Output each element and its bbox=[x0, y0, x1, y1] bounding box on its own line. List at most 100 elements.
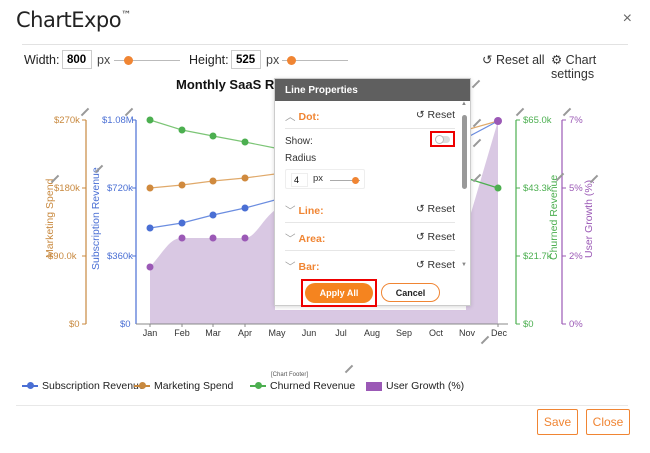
width-unit: px bbox=[97, 53, 111, 67]
radius-label: Radius bbox=[285, 153, 317, 164]
height-input[interactable] bbox=[231, 50, 261, 69]
marketing-tick: $90.0k bbox=[48, 251, 77, 262]
save-button[interactable]: Save bbox=[537, 409, 578, 435]
growth-tick: 5% bbox=[569, 183, 583, 194]
marketing-spend-line bbox=[149, 173, 276, 189]
toolbar: Width: px Height: px ↺ Reset all ⚙ Chart… bbox=[24, 50, 630, 81]
x-tick: Jun bbox=[301, 328, 317, 338]
churned-revenue-line bbox=[149, 119, 276, 149]
cancel-button[interactable]: Cancel bbox=[381, 283, 440, 302]
edit-pencil-icon[interactable] bbox=[480, 335, 490, 345]
area-reset-button[interactable]: ↺ Reset bbox=[415, 231, 455, 243]
show-toggle[interactable] bbox=[435, 135, 450, 144]
line-reset-button[interactable]: ↺ Reset bbox=[415, 203, 455, 215]
area-swatch-icon bbox=[366, 381, 382, 391]
panel-scrollbar[interactable]: ▲ ▼ bbox=[461, 101, 468, 268]
chart-footer[interactable]: [Chart Footer] bbox=[271, 372, 309, 378]
line-properties-panel: Line Properties ︿ Dot: ↺ Reset Show: Radi… bbox=[274, 78, 471, 307]
churned-axis-title[interactable]: Churned Revenue bbox=[548, 174, 560, 260]
bar-section-header[interactable]: ﹀ Bar: ↺ Reset bbox=[285, 259, 455, 273]
growth-tick: 0% bbox=[569, 319, 583, 330]
show-label: Show: bbox=[285, 136, 313, 147]
legend-item-churned[interactable]: Churned Revenue bbox=[250, 380, 355, 392]
line-swatch-icon bbox=[134, 381, 150, 391]
x-tick: Feb bbox=[174, 328, 190, 338]
churned-tick: $43.3k bbox=[523, 183, 552, 194]
marketing-axis-title[interactable]: Marketing Spend bbox=[44, 178, 56, 258]
height-unit: px bbox=[266, 53, 280, 67]
chart-settings-button[interactable]: ⚙ Chart settings bbox=[551, 53, 597, 81]
x-tick: Aug bbox=[363, 328, 381, 338]
chevron-down-icon: ﹀ bbox=[285, 205, 296, 217]
edit-pencil-icon[interactable] bbox=[472, 138, 482, 148]
x-tick: Oct bbox=[428, 328, 444, 338]
area-section-header[interactable]: ﹀ Area: ↺ Reset bbox=[285, 223, 455, 251]
growth-axis-title[interactable]: User Growth (%) bbox=[583, 179, 595, 258]
scroll-up-icon[interactable]: ▲ bbox=[461, 101, 467, 107]
edit-pencil-icon[interactable] bbox=[472, 118, 482, 128]
radius-slider-knob[interactable] bbox=[352, 177, 359, 184]
x-tick: Jul bbox=[335, 328, 347, 338]
edit-pencil-icon[interactable] bbox=[471, 79, 481, 89]
app-title: ChartExpo™ bbox=[16, 8, 131, 32]
line-section-header[interactable]: ﹀ Line: ↺ Reset bbox=[285, 195, 455, 223]
growth-tick: 2% bbox=[569, 251, 583, 262]
width-slider[interactable] bbox=[114, 56, 180, 65]
height-label: Height: bbox=[189, 53, 229, 67]
radius-control: px bbox=[285, 169, 365, 189]
marketing-tick: $270k bbox=[54, 115, 80, 126]
height-slider-knob[interactable] bbox=[287, 56, 296, 65]
subscription-revenue-line bbox=[149, 199, 276, 229]
height-slider[interactable] bbox=[282, 56, 348, 65]
x-tick: May bbox=[268, 328, 286, 338]
dot-reset-button[interactable]: ↺ Reset bbox=[415, 109, 455, 121]
radius-input[interactable] bbox=[291, 173, 308, 187]
churned-tick: $0 bbox=[523, 319, 534, 330]
legend-item-growth[interactable]: User Growth (%) bbox=[366, 380, 464, 392]
edit-pencil-icon[interactable] bbox=[344, 364, 354, 374]
subscription-tick: $360k bbox=[107, 251, 133, 262]
panel-title: Line Properties bbox=[275, 79, 470, 101]
bar-reset-button[interactable]: ↺ Reset bbox=[415, 259, 455, 271]
radius-slider[interactable] bbox=[330, 177, 360, 184]
line-swatch-icon bbox=[250, 381, 266, 391]
growth-tick: 7% bbox=[569, 115, 583, 126]
subscription-tick: $1.08M bbox=[102, 115, 134, 126]
radius-unit: px bbox=[313, 173, 324, 184]
apply-all-button[interactable]: Apply All bbox=[305, 283, 373, 303]
x-tick: Sep bbox=[395, 328, 413, 338]
legend-item-subscription[interactable]: Subscription Revenue bbox=[22, 380, 145, 392]
chevron-down-icon: ﹀ bbox=[285, 261, 296, 273]
scroll-down-icon[interactable]: ▼ bbox=[461, 262, 467, 268]
width-input[interactable] bbox=[62, 50, 92, 69]
apply-all-highlight: Apply All bbox=[301, 279, 377, 307]
x-tick: Jan bbox=[142, 328, 158, 338]
subscription-axis-title[interactable]: Subscription Revenue bbox=[90, 167, 102, 270]
marketing-tick: $180k bbox=[54, 183, 80, 194]
show-toggle-highlight bbox=[430, 131, 455, 147]
edit-pencil-icon[interactable] bbox=[80, 107, 90, 117]
churned-tick: $21.7k bbox=[523, 251, 552, 262]
close-button[interactable]: Close bbox=[586, 409, 630, 435]
chevron-down-icon: ﹀ bbox=[285, 233, 296, 245]
marketing-tick: $0 bbox=[69, 319, 80, 330]
subscription-tick: $720k bbox=[107, 183, 133, 194]
edit-pencil-icon[interactable] bbox=[472, 173, 482, 183]
divider bbox=[22, 44, 628, 45]
width-label: Width: bbox=[24, 53, 60, 67]
x-tick: Nov bbox=[458, 328, 476, 338]
chevron-up-icon: ︿ bbox=[285, 111, 296, 123]
width-slider-knob[interactable] bbox=[124, 56, 133, 65]
scroll-thumb[interactable] bbox=[462, 115, 467, 189]
reset-all-button[interactable]: ↺ Reset all bbox=[482, 53, 545, 67]
subscription-tick: $0 bbox=[120, 319, 131, 330]
x-tick: Mar bbox=[205, 328, 221, 338]
close-icon[interactable]: × bbox=[622, 10, 632, 27]
x-tick: Dec bbox=[490, 328, 508, 338]
legend-item-marketing[interactable]: Marketing Spend bbox=[134, 380, 233, 392]
x-tick: Apr bbox=[237, 328, 253, 338]
line-swatch-icon bbox=[22, 381, 38, 391]
dot-section-header[interactable]: ︿ Dot: ↺ Reset bbox=[285, 101, 455, 129]
churned-tick: $65.0k bbox=[523, 115, 552, 126]
chart-title[interactable]: Monthly SaaS Re bbox=[176, 77, 282, 92]
